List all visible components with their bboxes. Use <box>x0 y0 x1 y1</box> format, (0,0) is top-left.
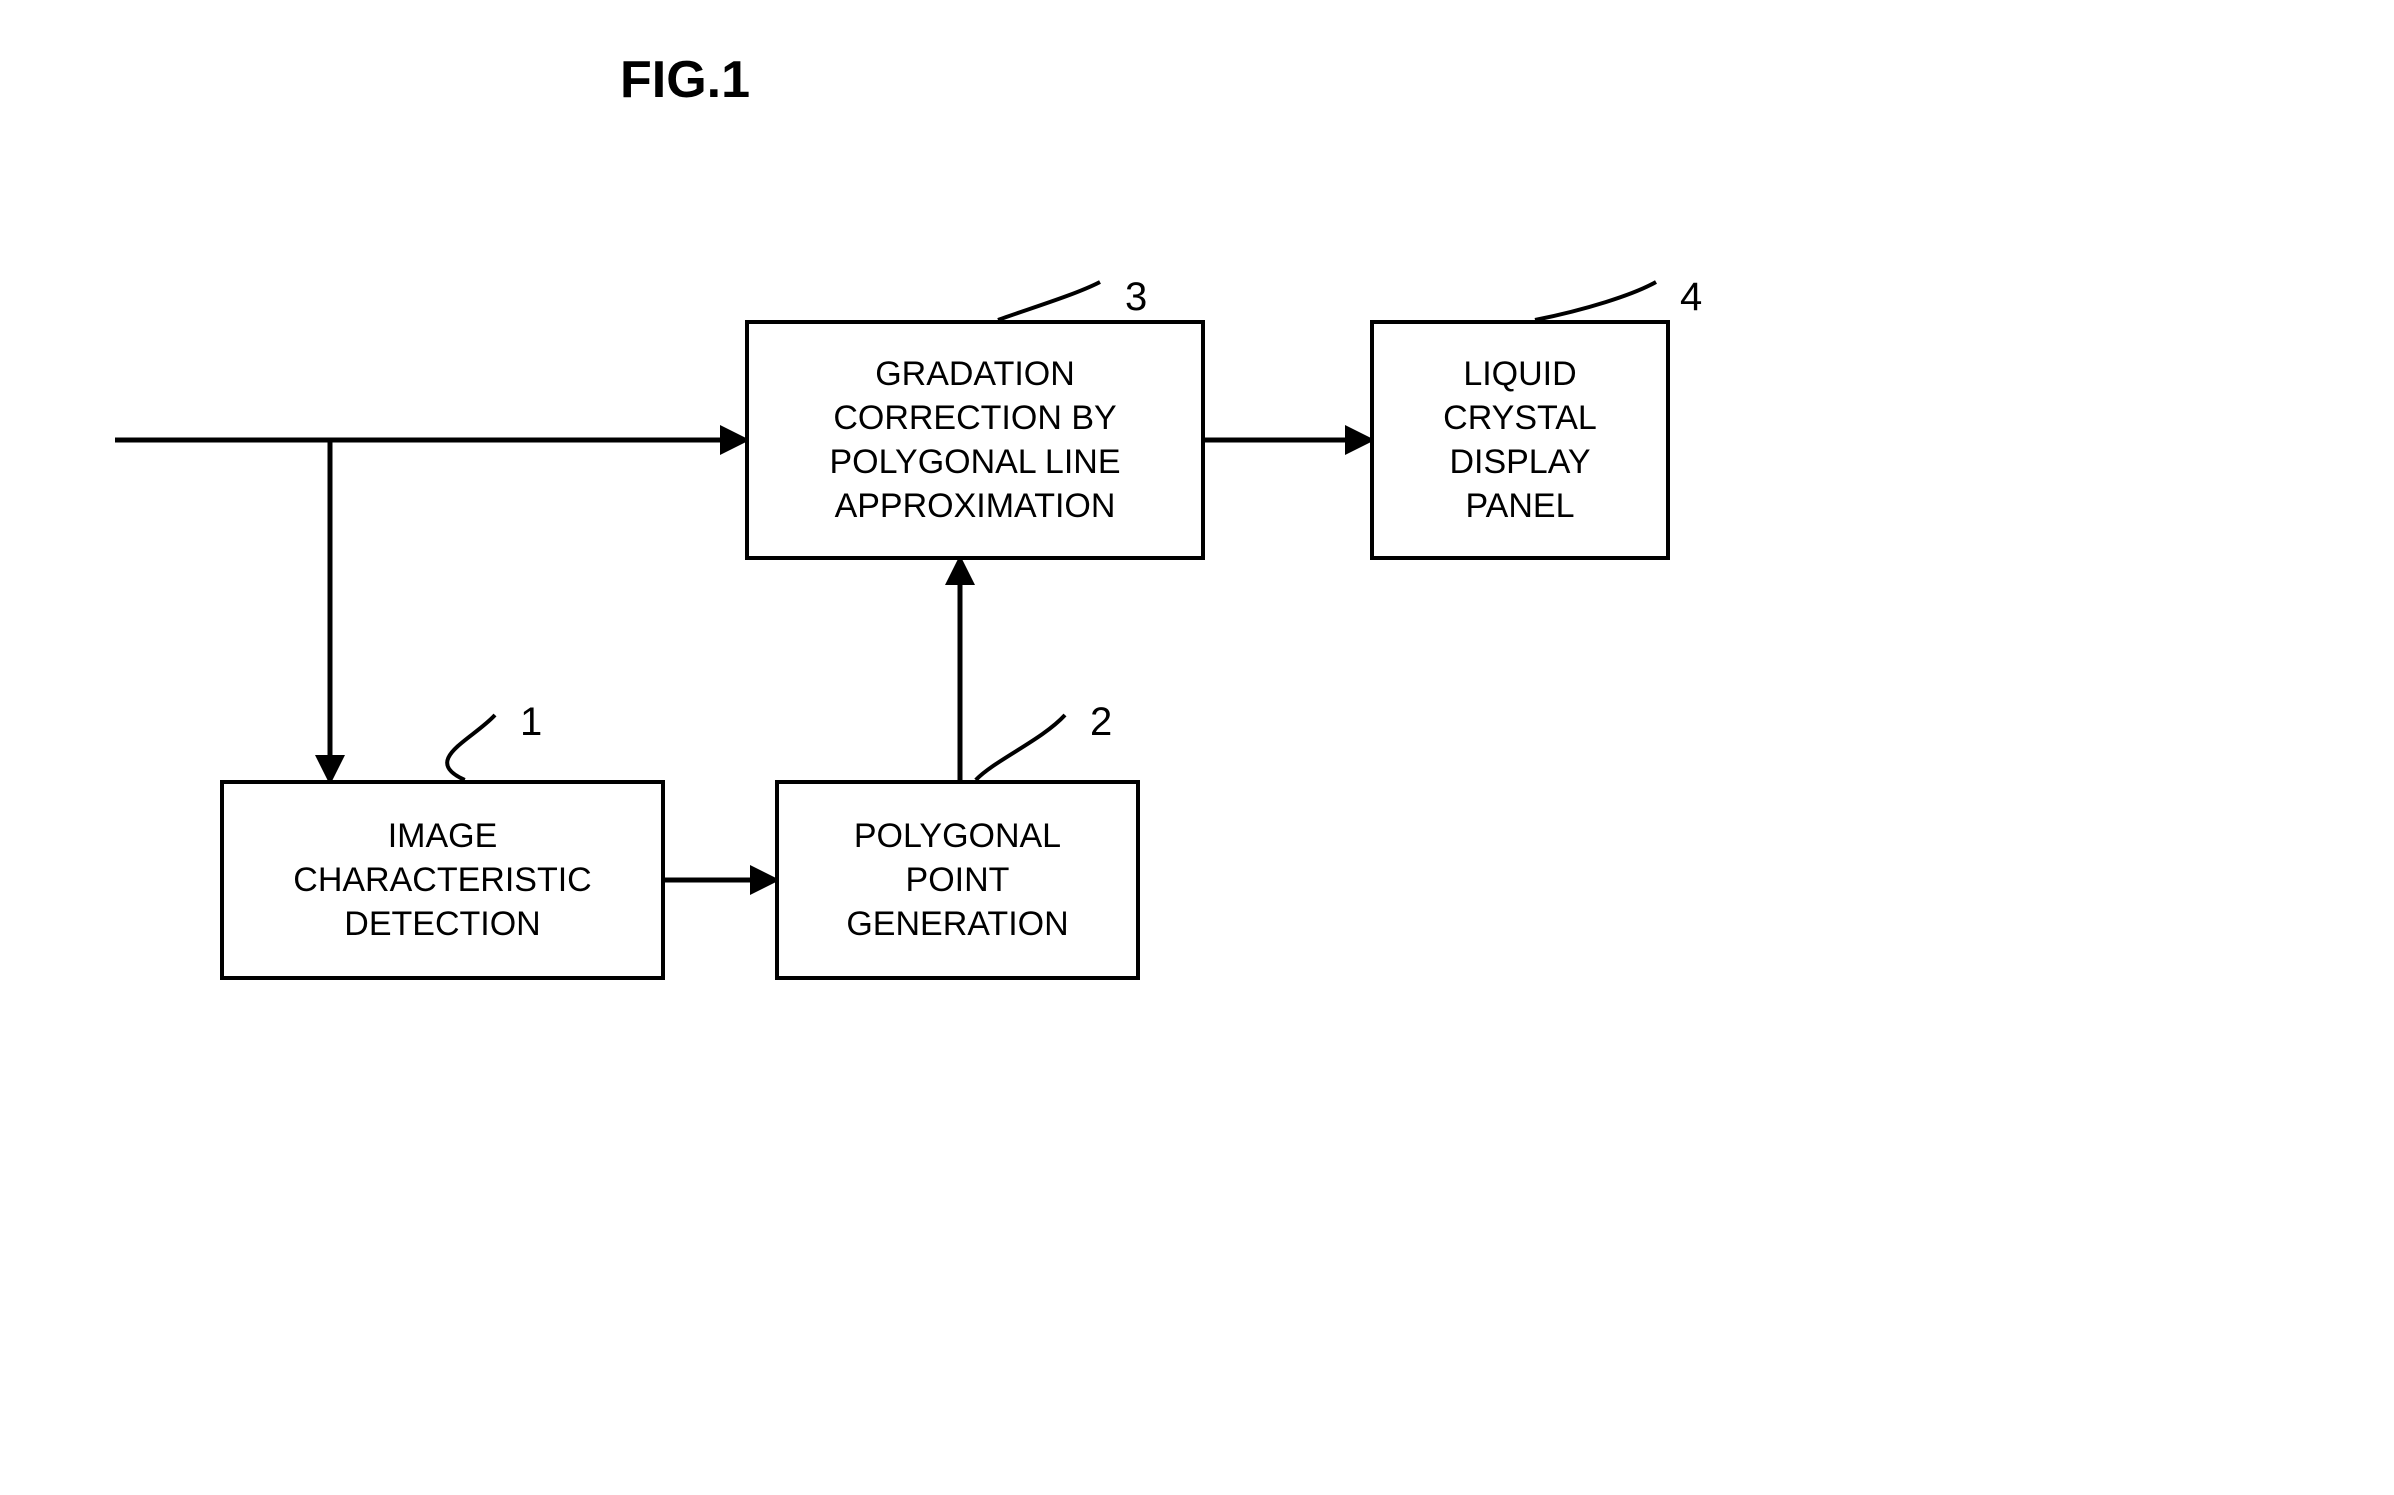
node-label-4: LIQUIDCRYSTALDISPLAYPANEL <box>1443 352 1597 529</box>
ref-label-3: 3 <box>1125 275 1147 320</box>
ref-label-2: 2 <box>1090 700 1112 745</box>
node-label-2: POLYGONALPOINTGENERATION <box>846 814 1068 947</box>
node-3: GRADATIONCORRECTION BYPOLYGONAL LINEAPPR… <box>745 320 1205 560</box>
ref-tail-4 <box>1535 282 1656 320</box>
ref-tail-3 <box>998 282 1100 320</box>
node-1: IMAGECHARACTERISTICDETECTION <box>220 780 665 980</box>
node-label-3: GRADATIONCORRECTION BYPOLYGONAL LINEAPPR… <box>830 352 1121 529</box>
node-4: LIQUIDCRYSTALDISPLAYPANEL <box>1370 320 1670 560</box>
ref-label-1: 1 <box>520 700 542 745</box>
diagram-edges <box>0 0 2394 1495</box>
ref-tail-2 <box>976 715 1065 780</box>
ref-label-4: 4 <box>1680 275 1702 320</box>
ref-tail-1 <box>447 715 495 780</box>
node-label-1: IMAGECHARACTERISTICDETECTION <box>293 814 591 947</box>
node-2: POLYGONALPOINTGENERATION <box>775 780 1140 980</box>
